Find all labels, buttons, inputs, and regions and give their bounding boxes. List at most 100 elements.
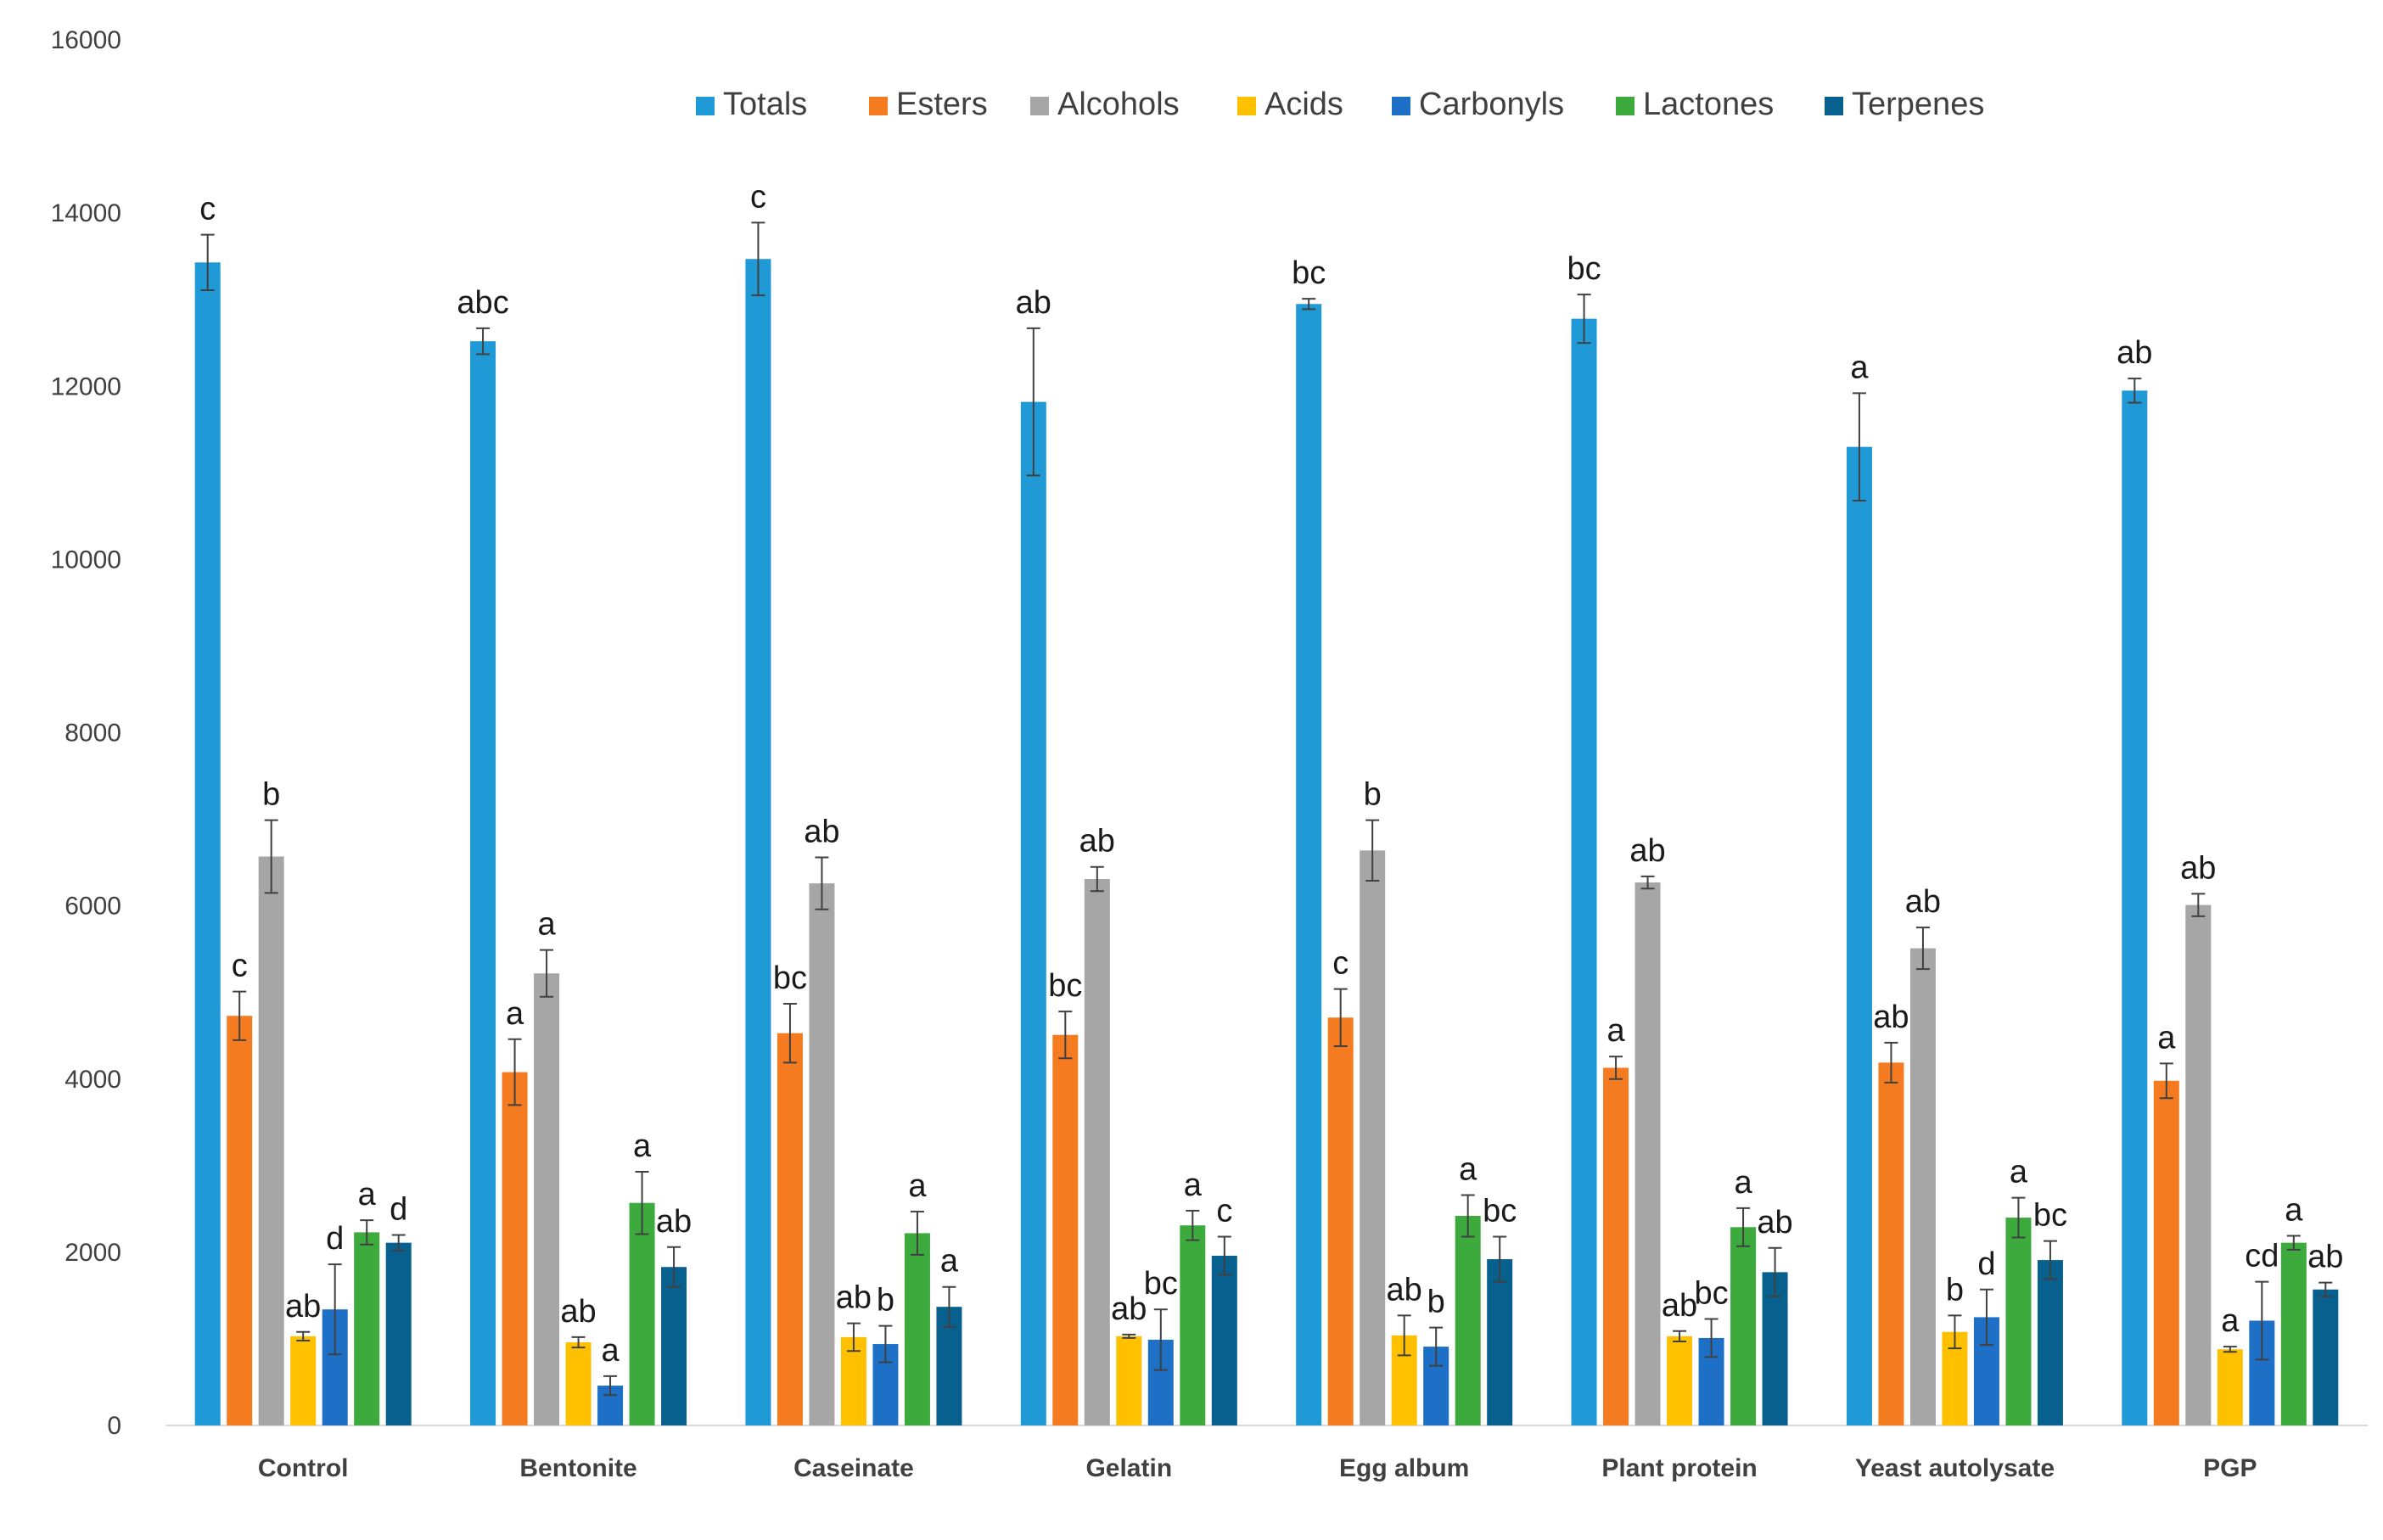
significance-letter: bc <box>1048 968 1082 1004</box>
bar-esters <box>502 1072 528 1425</box>
bar-lactones <box>1180 1225 1206 1425</box>
significance-letter: ab <box>2117 335 2152 371</box>
significance-letter: ab <box>560 1294 596 1330</box>
legend-label-acids: Acids <box>1264 87 1343 122</box>
error-bars <box>200 221 2333 1397</box>
y-tick-label: 2000 <box>64 1239 121 1267</box>
x-category-label: Bentonite <box>519 1454 636 1482</box>
significance-letter: ab <box>804 814 839 849</box>
bar-esters <box>777 1033 803 1425</box>
significance-letter: ab <box>1905 884 1941 920</box>
x-axis: Control Bentonite Caseinate Gelatin Egg albu… <box>165 1425 2368 1482</box>
y-tick-label: 6000 <box>64 893 121 921</box>
x-category-label: PGP <box>2203 1454 2257 1482</box>
bar-terpenes <box>385 1242 412 1425</box>
bar-lactones <box>904 1233 930 1425</box>
x-category-label: Plant protein <box>1601 1454 1757 1482</box>
legend-swatch-terpenes <box>1825 97 1843 115</box>
y-tick-label: 16000 <box>51 26 121 54</box>
significance-letter: ab <box>1016 285 1051 321</box>
significance-letter: a <box>537 907 556 943</box>
bar-lactones <box>354 1232 380 1425</box>
significance-letter: d <box>390 1191 407 1227</box>
significance-letter: a <box>1606 1013 1625 1049</box>
bar-esters <box>2153 1080 2179 1425</box>
bar-esters <box>1603 1067 1629 1425</box>
x-category-label: Gelatin <box>1085 1454 1172 1482</box>
bar-terpenes <box>661 1267 687 1425</box>
significance-letter: a <box>940 1244 959 1280</box>
bar-esters <box>227 1016 253 1425</box>
bar-totals <box>1296 304 1322 1425</box>
significance-letter: c <box>750 179 766 215</box>
bar-acids <box>840 1336 866 1425</box>
significance-letter: a <box>1734 1165 1752 1201</box>
significance-letter: abc <box>457 285 508 321</box>
bar-totals <box>2122 390 2148 1425</box>
y-tick-label: 12000 <box>51 372 121 400</box>
significance-letter: a <box>633 1128 652 1164</box>
legend-swatch-carbonyls <box>1392 97 1410 115</box>
significance-letter: a <box>908 1168 927 1204</box>
legend-label-totals: Totals <box>723 87 807 122</box>
bar-totals <box>470 341 496 1425</box>
legend-label-alcohols: Alcohols <box>1057 87 1180 122</box>
bar-esters <box>1327 1017 1354 1425</box>
significance-letter: cd <box>2245 1239 2279 1274</box>
legend-label-carbonyls: Carbonyls <box>1419 87 1564 122</box>
x-category-label: Control <box>258 1454 349 1482</box>
bar-alcohols <box>2185 904 2212 1425</box>
significance-letter: bc <box>773 960 807 996</box>
significance-letter: c <box>1216 1194 1232 1229</box>
significance-letter: bc <box>1483 1194 1517 1229</box>
bar-acids <box>565 1342 592 1425</box>
bar-terpenes <box>1762 1272 1788 1425</box>
significance-letter: a <box>2221 1303 2240 1339</box>
bars <box>194 259 2339 1426</box>
bar-terpenes <box>1487 1259 1513 1425</box>
legend-label-lactones: Lactones <box>1643 87 1774 122</box>
significance-letter: ab <box>1387 1272 1422 1308</box>
significance-letter: ab <box>1629 833 1665 869</box>
legend-label-esters: Esters <box>896 87 988 122</box>
significance-letter: ab <box>2180 850 2216 886</box>
bar-alcohols <box>1634 882 1661 1425</box>
significance-letter: b <box>1427 1285 1445 1320</box>
significance-letter: a <box>1459 1152 1477 1188</box>
significance-letter: b <box>1364 777 1382 813</box>
legend-swatch-alcohols <box>1030 97 1049 115</box>
significance-letter: d <box>1977 1246 1995 1282</box>
significance-letter: a <box>1850 350 1869 385</box>
bar-totals <box>194 262 221 1425</box>
bar-acids <box>290 1336 317 1425</box>
legend: Totals Esters Alcohols Acids Carbonyls Lacton… <box>696 87 1984 122</box>
bar-lactones <box>629 1202 655 1425</box>
significance-letter: a <box>2157 1020 2176 1056</box>
y-tick-label: 14000 <box>51 199 121 227</box>
legend-swatch-esters <box>869 97 888 115</box>
bar-alcohols <box>1909 948 1936 1425</box>
significance-letter: ab <box>1079 824 1115 860</box>
significance-letter: bc <box>1292 255 1326 291</box>
significance-letter: c <box>199 192 216 227</box>
x-category-label: Yeast autolysate <box>1855 1454 2055 1482</box>
bar-alcohols <box>809 883 835 1425</box>
significance-letter: c <box>232 949 248 984</box>
significance-letter: ab <box>1873 1000 1909 1035</box>
y-tick-label: 4000 <box>64 1066 121 1094</box>
significance-letter: a <box>2010 1155 2028 1190</box>
significance-letter: d <box>326 1221 344 1257</box>
bar-acids <box>1116 1336 1142 1425</box>
significance-letter: a <box>601 1333 620 1369</box>
significance-letter: bc <box>1567 251 1601 287</box>
bar-lactones <box>1455 1216 1481 1425</box>
significance-letter: ab <box>1757 1205 1792 1240</box>
y-axis: 0 2000 4000 6000 8000 10000 12000 14000 16000 <box>51 26 121 1440</box>
bar-alcohols <box>258 856 284 1425</box>
significance-letter: bc <box>1694 1275 1728 1311</box>
significance-letter: a <box>358 1177 377 1212</box>
bar-lactones <box>1730 1227 1757 1425</box>
bar-acids <box>1667 1336 1693 1425</box>
legend-swatch-totals <box>696 97 715 115</box>
